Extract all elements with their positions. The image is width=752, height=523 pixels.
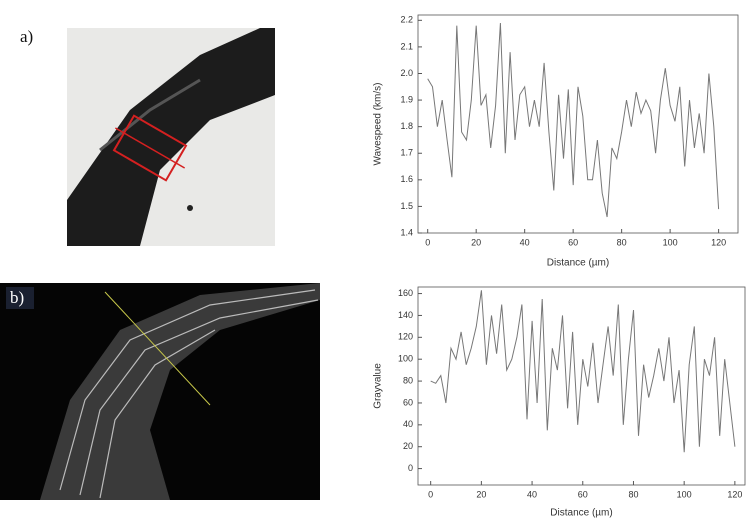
y-tick-label: 100: [398, 354, 413, 364]
x-tick-label: 100: [677, 489, 692, 499]
x-tick-label: 80: [628, 489, 638, 499]
micrograph-b: [0, 283, 320, 500]
y-tick-label: 1.7: [400, 148, 413, 158]
y-tick-label: 60: [403, 397, 413, 407]
y-tick-label: 2.2: [400, 15, 413, 25]
data-line: [430, 290, 736, 453]
x-tick-label: 0: [425, 237, 430, 247]
x-tick-label: 120: [727, 489, 742, 499]
y-tick-label: 1.4: [400, 227, 413, 237]
y-tick-label: 2.1: [400, 41, 413, 51]
x-tick-label: 0: [428, 489, 433, 499]
y-tick-label: 20: [403, 441, 413, 451]
x-axis-label: Distance (µm): [547, 258, 609, 269]
x-tick-label: 60: [578, 489, 588, 499]
y-tick-label: 1.5: [400, 201, 413, 211]
y-tick-label: 140: [398, 310, 413, 320]
x-axis-label: Distance (µm): [550, 508, 612, 519]
y-tick-label: 1.9: [400, 94, 413, 104]
y-tick-label: 0: [408, 463, 413, 473]
x-tick-label: 40: [527, 489, 537, 499]
data-line: [427, 22, 720, 218]
x-tick-label: 100: [663, 237, 678, 247]
x-tick-label: 60: [568, 237, 578, 247]
micrograph-a: [67, 28, 275, 246]
plot-frame: [417, 286, 746, 486]
y-axis-label: Wavespeed (km/s): [373, 83, 384, 166]
y-tick-label: 40: [403, 419, 413, 429]
plot-frame: [417, 14, 739, 234]
y-tick-label: 160: [398, 288, 413, 298]
y-tick-label: 2.0: [400, 68, 413, 78]
x-tick-label: 20: [471, 237, 481, 247]
y-tick-label: 120: [398, 332, 413, 342]
panel-label: a): [20, 27, 33, 46]
panel-label: b): [10, 288, 24, 307]
y-axis-label: Grayvalue: [373, 363, 384, 409]
x-tick-label: 120: [711, 237, 726, 247]
y-tick-label: 80: [403, 375, 413, 385]
x-tick-label: 40: [520, 237, 530, 247]
x-tick-label: 20: [476, 489, 486, 499]
y-tick-label: 1.8: [400, 121, 413, 131]
x-tick-label: 80: [617, 237, 627, 247]
y-tick-label: 1.6: [400, 174, 413, 184]
